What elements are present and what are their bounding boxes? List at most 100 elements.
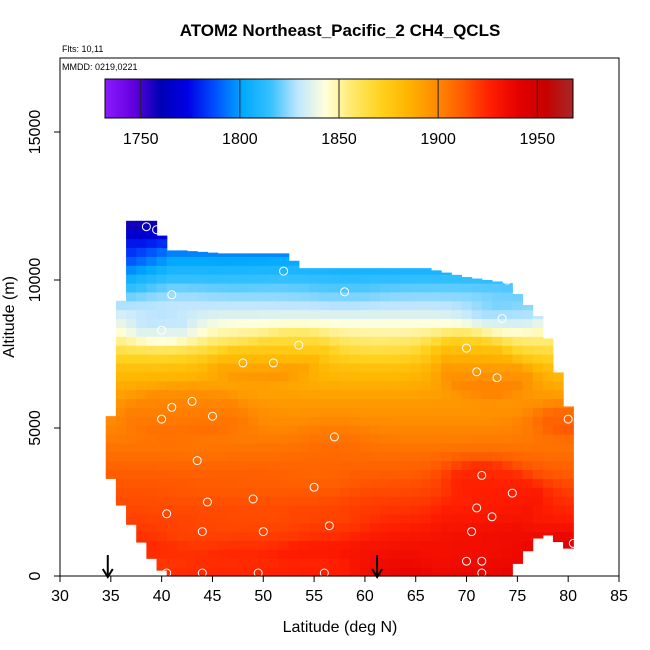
heatmap-cell	[390, 336, 402, 346]
heatmap-cell	[563, 478, 574, 488]
heatmap-cell	[369, 460, 381, 471]
heatmap-cell	[441, 540, 452, 550]
heatmap-cell	[491, 345, 503, 355]
heatmap-cell	[319, 327, 330, 337]
heatmap-cell	[176, 300, 188, 311]
heatmap-cell	[309, 558, 320, 568]
heatmap-cell	[339, 567, 351, 577]
heatmap-cell	[532, 389, 544, 399]
heatmap-cell	[187, 478, 198, 488]
observation-point	[248, 494, 258, 504]
heatmap-cell	[349, 549, 361, 559]
heatmap-cell	[491, 567, 503, 577]
heatmap-cell	[542, 513, 554, 524]
heatmap-cell	[461, 496, 473, 506]
observation-point	[197, 568, 207, 578]
heatmap-cell	[288, 451, 300, 462]
heatmap-cell	[298, 469, 310, 479]
heatmap-cell	[319, 274, 330, 284]
observation-point	[258, 527, 268, 537]
heatmap-cell	[369, 540, 381, 550]
heatmap-cell	[410, 371, 422, 382]
heatmap-cell	[461, 327, 473, 337]
heatmap-cell	[309, 513, 320, 524]
heatmap-cell	[309, 354, 320, 364]
heatmap-cell	[115, 318, 127, 328]
heatmap-cell	[339, 318, 351, 328]
heatmap-cell	[156, 460, 168, 471]
heatmap-cell	[380, 567, 391, 577]
heatmap-cell	[237, 451, 249, 462]
heatmap-cell	[227, 487, 239, 497]
heatmap-cell	[349, 268, 361, 275]
observation-point	[477, 568, 487, 578]
heatmap-cell	[390, 513, 402, 524]
heatmap-cell	[115, 460, 127, 471]
heatmap-cell	[339, 309, 351, 320]
heatmap-cell	[390, 451, 402, 462]
heatmap-cell	[512, 540, 524, 550]
heatmap-cell	[115, 478, 127, 488]
heatmap-cell	[420, 478, 432, 488]
heatmap-cell	[258, 487, 269, 497]
heatmap-cell	[227, 336, 239, 346]
heatmap-cell	[369, 567, 381, 577]
heatmap-cell	[136, 540, 147, 543]
heatmap-cell	[451, 416, 463, 426]
heatmap-cell	[187, 256, 198, 266]
heatmap-cell	[410, 407, 422, 417]
heatmap-cell	[410, 425, 422, 435]
heatmap-cell	[126, 389, 137, 399]
heatmap-cell	[248, 567, 259, 577]
heatmap-cell	[126, 407, 137, 417]
heatmap-cell	[278, 549, 290, 559]
heatmap-cell	[319, 469, 330, 479]
heatmap-cell	[461, 371, 473, 382]
heatmap-cell	[227, 567, 239, 577]
heatmap-cell	[441, 354, 452, 364]
heatmap-cell	[115, 309, 127, 320]
heatmap-cell	[268, 282, 280, 293]
heatmap-cell	[268, 451, 280, 462]
heatmap-cell	[532, 469, 544, 479]
heatmap-cell	[288, 362, 300, 373]
heatmap-cell	[380, 274, 391, 284]
heatmap-cell	[248, 398, 259, 408]
heatmap-cell	[268, 442, 280, 453]
heatmap-cell	[197, 282, 208, 293]
heatmap-cell	[369, 487, 381, 497]
heatmap-cell	[471, 567, 483, 577]
heatmap-cell	[563, 442, 574, 453]
heatmap-cell	[176, 309, 188, 320]
heatmap-cell	[217, 496, 229, 506]
heatmap-cell	[339, 268, 351, 275]
heatmap-cell	[298, 433, 310, 444]
heatmap-cell	[502, 496, 513, 506]
heatmap-cell	[278, 416, 290, 426]
heatmap-cell	[166, 540, 178, 550]
heatmap-cell	[278, 274, 290, 284]
heatmap-cell	[217, 504, 229, 515]
heatmap-cell	[491, 451, 503, 462]
heatmap-cell	[105, 416, 117, 426]
heatmap-cell	[207, 433, 219, 444]
heatmap-cell	[552, 513, 564, 524]
heatmap-cell	[298, 371, 310, 382]
heatmap-cell	[176, 354, 188, 364]
heatmap-cell	[441, 389, 452, 399]
heatmap-cell	[248, 354, 259, 364]
heatmap-cell	[491, 549, 503, 559]
heatmap-cell	[288, 398, 300, 408]
heatmap-cell	[502, 513, 513, 524]
heatmap-cell	[309, 425, 320, 435]
heatmap-cell	[156, 558, 168, 568]
heatmap-cell	[420, 371, 432, 382]
heatmap-cell	[400, 274, 412, 284]
heatmap-cell	[420, 398, 432, 408]
y-axis-label: Altitude (m)	[1, 276, 18, 358]
heatmap-cell	[329, 567, 341, 577]
heatmap-cell	[390, 540, 402, 550]
heatmap-cell	[166, 282, 178, 293]
heatmap-cell	[339, 531, 351, 542]
heatmap-cell	[552, 504, 564, 515]
